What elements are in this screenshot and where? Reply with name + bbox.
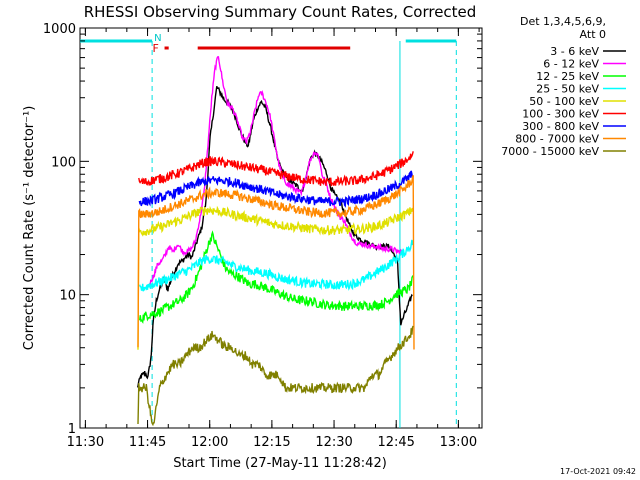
y-tick-label-1: 1: [68, 422, 76, 437]
y-tick-label-3: 100: [51, 155, 76, 170]
x-tick-label-7: 13:00: [440, 435, 477, 450]
flag-bars: NF: [80, 33, 457, 428]
legend-label-8: 800 - 7000 keV: [515, 133, 599, 146]
legend-label-2: 6 - 12 keV: [543, 58, 599, 71]
series-line-2: [149, 56, 403, 287]
legend-header-detectors: Det 1,3,4,5,6,9,: [520, 15, 606, 28]
series-line-7: [138, 170, 414, 208]
x-tick-label-6: 12:45: [377, 435, 414, 450]
y-axis: 1 10 100 1000: [43, 22, 482, 437]
series-line-4: [139, 239, 414, 292]
night-flag-label: N: [154, 33, 161, 44]
legend-label-4: 25 - 50 keV: [536, 83, 599, 96]
series-line-8: [137, 175, 415, 350]
legend-label-6: 100 - 300 keV: [522, 108, 599, 121]
x-tick-label-3: 12:00: [191, 435, 228, 450]
series-layer: [137, 56, 415, 427]
series-line-5: [137, 205, 414, 350]
x-axis: 11:30 11:45 12:00 12:15 12:30 12:45 13:00: [67, 28, 480, 450]
generated-timestamp: 17-Oct-2021 09:42: [560, 467, 636, 476]
chart-title: RHESSI Observing Summary Count Rates, Co…: [84, 3, 477, 21]
legend-label-5: 50 - 100 keV: [529, 95, 599, 108]
legend-label-3: 12 - 25 keV: [536, 70, 599, 83]
x-tick-label-1: 11:30: [67, 435, 104, 450]
legend-label-1: 3 - 6 keV: [550, 45, 599, 58]
legend-label-9: 7000 - 15000 keV: [501, 145, 599, 158]
y-tick-label-4: 1000: [43, 22, 76, 37]
legend-label-7: 300 - 800 keV: [522, 120, 599, 133]
series-line-9: [137, 325, 414, 427]
x-tick-label-5: 12:30: [315, 435, 352, 450]
plot-border: [79, 27, 483, 429]
series-line-6: [138, 151, 414, 187]
x-tick-label-4: 12:15: [253, 435, 290, 450]
legend-header-attenuator: Att 0: [580, 28, 606, 41]
y-axis-label: Corrected Count Rate (s⁻¹ detector⁻¹): [22, 106, 37, 351]
series-line-3: [139, 230, 414, 324]
plot-area: [79, 27, 483, 429]
x-tick-label-2: 11:45: [129, 435, 166, 450]
series-line-1: [137, 85, 413, 388]
y-tick-label-2: 10: [59, 289, 76, 304]
flare-flag-label: F: [153, 42, 159, 55]
x-axis-label: Start Time (27-May-11 11:28:42): [173, 456, 387, 471]
